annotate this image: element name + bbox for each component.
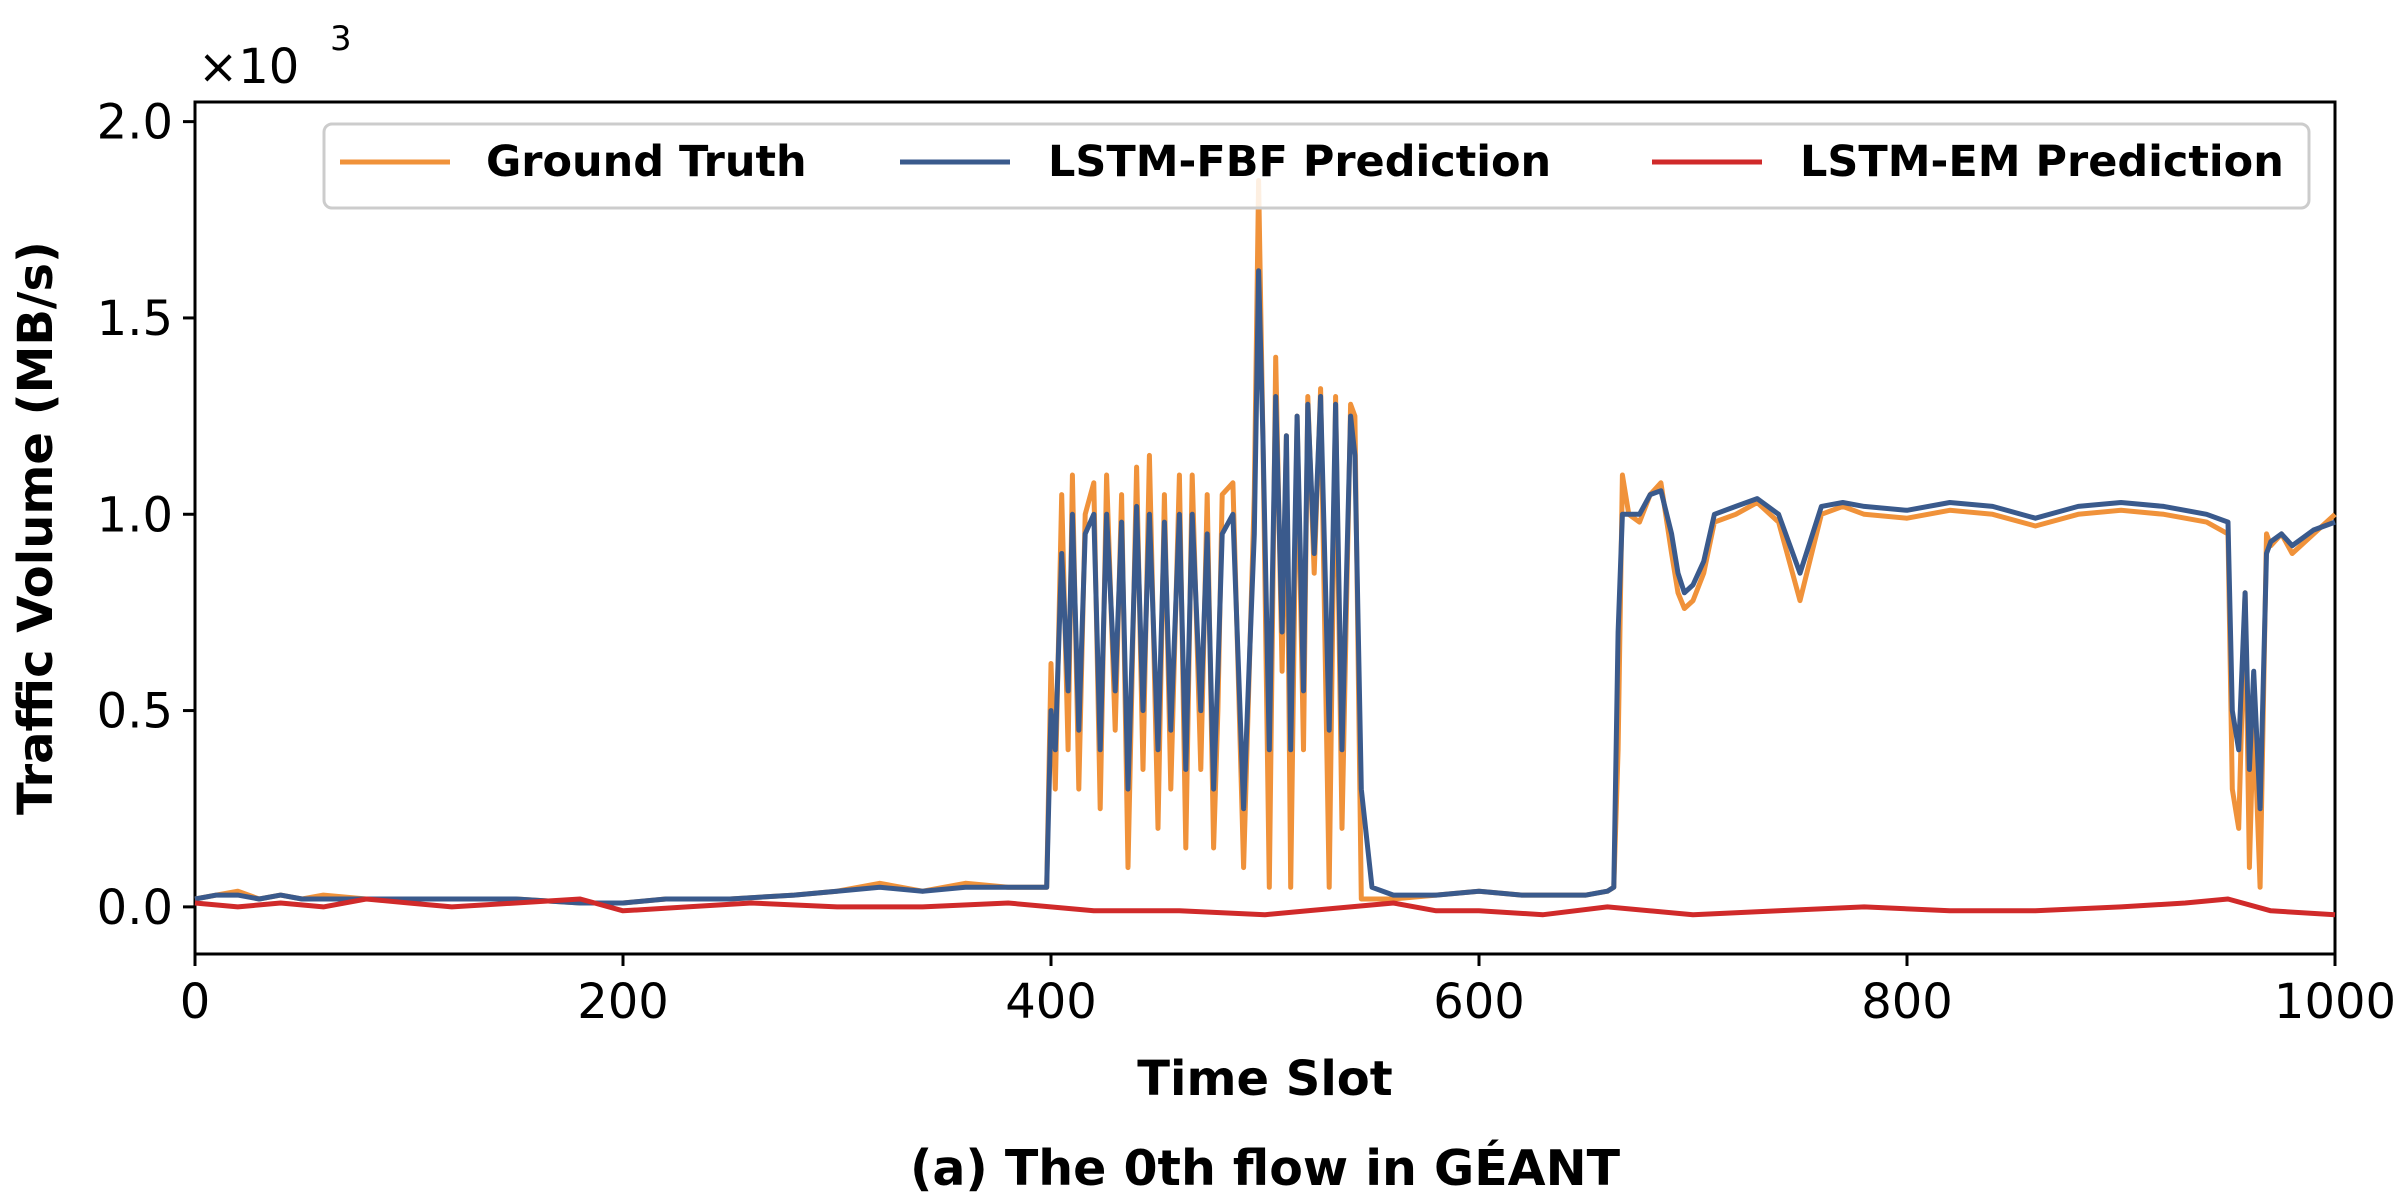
- legend-label-ground-truth: Ground Truth: [486, 137, 807, 187]
- x-tick-label: 1000: [2274, 974, 2396, 1030]
- x-tick-label: 400: [1005, 974, 1097, 1030]
- figure-caption: (a) The 0th flow in GÉANT: [910, 1138, 1621, 1197]
- legend-box: [322, 122, 2311, 210]
- x-tick-label: 800: [1861, 974, 1953, 1030]
- y-axis-title: Traffic Volume (MB/s): [8, 241, 64, 815]
- x-tick-label: 200: [577, 974, 669, 1030]
- y-tick-label: 2.0: [97, 95, 173, 151]
- series-lstm-fbf-prediction: [194, 268, 2336, 906]
- y-tick-label: 0.0: [97, 880, 173, 936]
- y-multiplier-exponent: 3: [330, 19, 352, 59]
- legend-label-lstm-em: LSTM-EM Prediction: [1800, 137, 2284, 187]
- series-layer: [194, 178, 2337, 918]
- series-lstm-em-prediction: [194, 896, 2336, 918]
- y-tick-label: 0.5: [97, 684, 173, 740]
- x-axis-title: Time Slot: [1137, 1051, 1392, 1107]
- x-axis: 0 200 400 600 800 1000: [180, 954, 2396, 1030]
- y-multiplier: ×10: [198, 39, 299, 95]
- legend: Ground Truth LSTM-FBF Prediction LSTM-EM…: [322, 122, 2311, 210]
- y-axis: 0.0 0.5 1.0 1.5 2.0: [97, 95, 195, 936]
- x-tick-label: 600: [1433, 974, 1525, 1030]
- legend-label-lstm-fbf: LSTM-FBF Prediction: [1048, 137, 1551, 187]
- x-tick-label: 0: [180, 974, 211, 1030]
- y-tick-label: 1.0: [97, 487, 173, 543]
- y-tick-label: 1.5: [97, 291, 173, 347]
